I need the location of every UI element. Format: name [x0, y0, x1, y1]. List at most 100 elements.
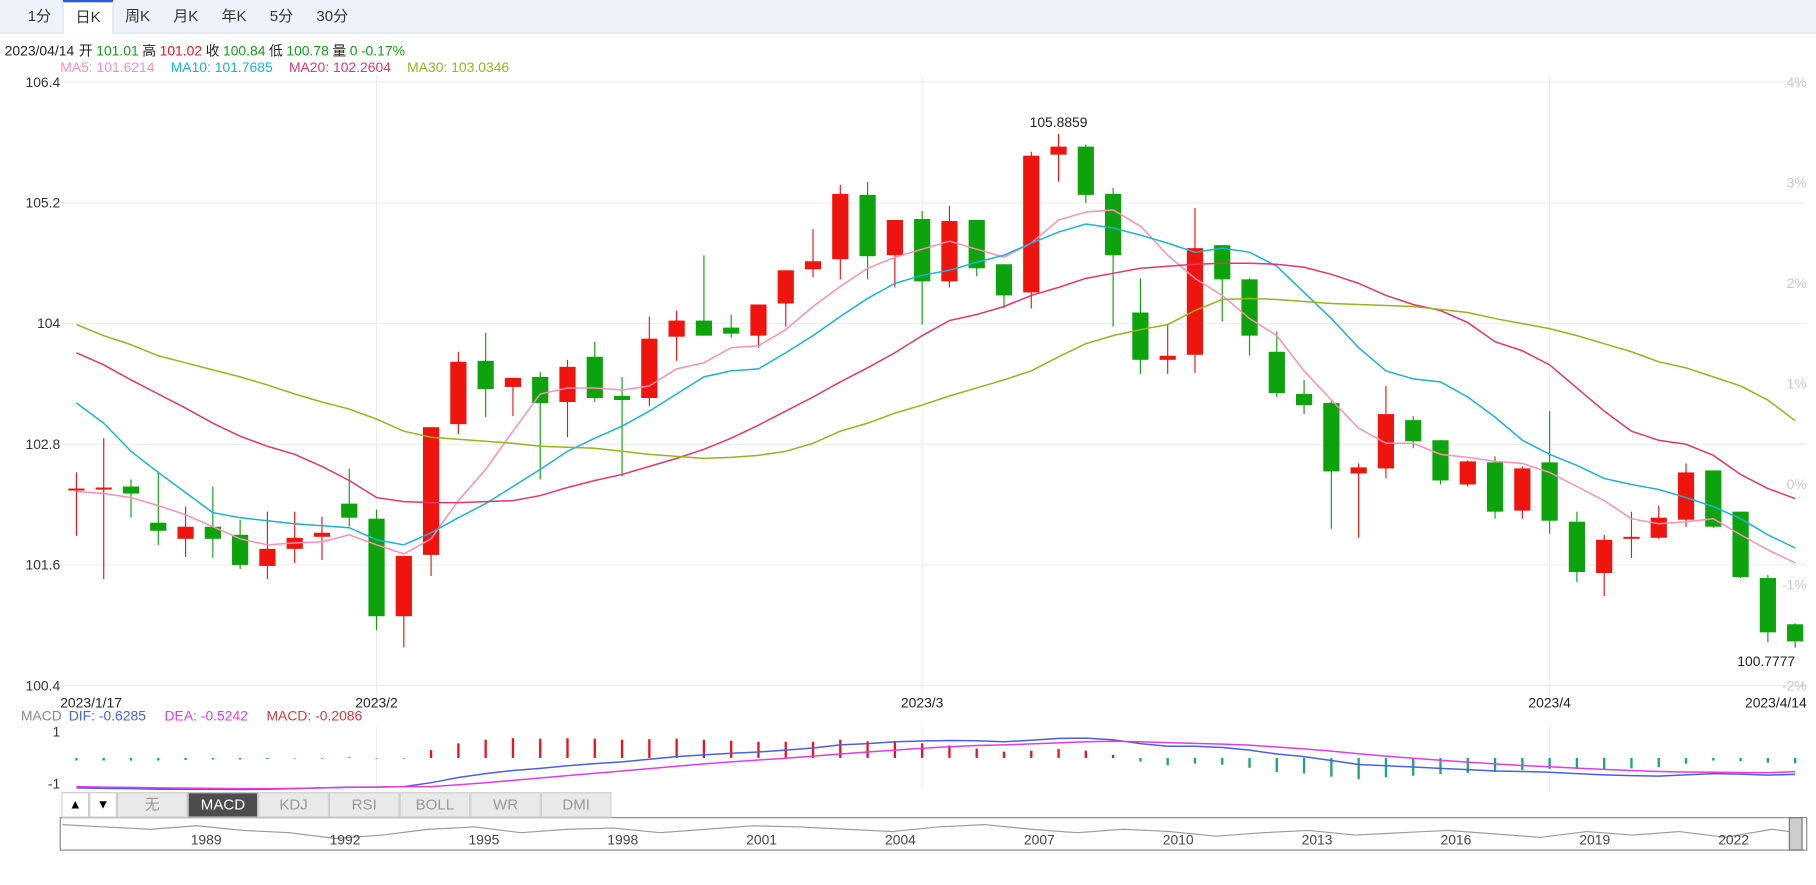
candle-body [1759, 578, 1776, 633]
macd-bar [75, 757, 78, 761]
macd-bar [1357, 757, 1360, 780]
macd-bar [293, 757, 296, 759]
macd-legend: MACD DIF: -0.6285 DEA: -0.5242 MACD: -0.208… [21, 708, 381, 724]
quote-value: 101.01 [96, 42, 139, 60]
period-tab[interactable]: 5分 [269, 6, 294, 25]
legend-entry: MA30: 103.0346 [407, 59, 510, 76]
macd-bar [1111, 754, 1115, 758]
macd-bar [920, 743, 924, 758]
indicator-tab[interactable]: 无 [116, 792, 188, 818]
navigator-year: 2010 [1163, 831, 1194, 847]
macd-tick-label: -1 [48, 776, 61, 792]
macd-bar [102, 757, 105, 761]
macd-bar [1521, 757, 1524, 770]
candle-body [341, 503, 358, 518]
quote-change: -0.17% [360, 42, 405, 60]
macd-bar [375, 757, 378, 759]
candle-body [1623, 536, 1640, 539]
indicator-tab[interactable]: MACD [187, 792, 259, 818]
navigator-year: 2016 [1440, 831, 1471, 847]
candle-body [1323, 403, 1340, 472]
ma-line [75, 223, 1796, 549]
x-tick-label: 2023/4/14 [1745, 695, 1807, 711]
candle-body [777, 270, 794, 304]
navigator-year: 1995 [468, 831, 499, 847]
candle-body [586, 356, 603, 399]
quote-label: 低 [268, 42, 283, 60]
legend-entry: DIF: -0.6285 [68, 707, 146, 724]
candle-body [1596, 539, 1613, 573]
candle-body [1705, 470, 1722, 527]
candle-body [1268, 351, 1285, 393]
candle-body [1732, 511, 1749, 578]
quote-label: 收 [205, 42, 220, 60]
period-tab[interactable]: 日K [62, 0, 114, 34]
indicator-arrow[interactable]: ▲ [61, 792, 90, 818]
macd-bar [348, 757, 351, 759]
macd-bar [1330, 757, 1333, 777]
candle-body [1132, 312, 1149, 360]
candle-body [1787, 624, 1804, 642]
macd-bar [1603, 757, 1606, 769]
candle-body [668, 320, 685, 337]
candle-body [95, 487, 112, 490]
candle-body [1050, 146, 1067, 155]
period-tab[interactable]: 年K [221, 6, 247, 25]
period-tab[interactable]: 1分 [27, 6, 52, 25]
quote-label: 高 [142, 42, 157, 60]
x-tick-label: 2023/1/17 [60, 695, 122, 711]
candle-body [995, 264, 1013, 296]
candle-body [613, 395, 631, 401]
indicator-arrow[interactable]: ▼ [89, 792, 117, 818]
candle-body [641, 338, 658, 399]
legend-entry: MACD: -0.2086 [266, 707, 363, 724]
period-tab[interactable]: 30分 [316, 6, 349, 25]
indicator-tab[interactable]: KDJ [258, 792, 329, 818]
ma-line [76, 297, 1796, 460]
navigator-year: 2004 [885, 831, 916, 847]
candle-body [1432, 440, 1449, 481]
navigator-handle[interactable] [1788, 817, 1803, 851]
macd-bar [1766, 757, 1770, 763]
candle-body [886, 220, 903, 256]
quote-label: 开 [78, 42, 93, 60]
macd-bar [1302, 757, 1306, 774]
candle-body [395, 555, 412, 617]
navigator-year: 2013 [1302, 831, 1333, 847]
indicator-tab[interactable]: BOLL [399, 792, 471, 818]
y2-tick-label: 3% [1787, 174, 1807, 190]
y-tick-label: 105.2 [25, 195, 60, 211]
indicator-tab[interactable]: DMI [540, 792, 612, 818]
macd-bar [1084, 750, 1087, 758]
candle-body [1241, 279, 1258, 336]
candle-body [1159, 355, 1176, 360]
macd-bar [1493, 757, 1497, 773]
macd-bar [157, 757, 160, 761]
macd-bar [1793, 757, 1797, 764]
indicator-tab[interactable]: WR [470, 792, 541, 818]
macd-bar [757, 741, 760, 758]
period-tab[interactable]: 周K [124, 6, 151, 25]
legend-entry: MA10: 101.7685 [170, 59, 273, 76]
macd-bar [511, 738, 515, 758]
indicator-tab[interactable]: RSI [328, 792, 400, 818]
y2-tick-label: 4% [1787, 74, 1807, 90]
navigator-year: 2019 [1579, 831, 1610, 847]
macd-bar [1248, 757, 1251, 768]
period-tab[interactable]: 月K [173, 6, 199, 25]
macd-bar [1193, 757, 1197, 764]
macd-line [76, 740, 1796, 790]
y-tick-label: 100.4 [25, 677, 60, 693]
candle-body [1377, 414, 1395, 469]
candle-body [750, 304, 767, 336]
macd-bar [1466, 757, 1469, 774]
quote-date: 2023/04/14 [4, 42, 75, 60]
candle-body [1405, 420, 1422, 442]
macd-bar [539, 738, 542, 758]
ma-line [76, 209, 1796, 564]
macd-bar [1166, 757, 1169, 766]
legend-entry: DEA: -0.5242 [164, 707, 248, 724]
